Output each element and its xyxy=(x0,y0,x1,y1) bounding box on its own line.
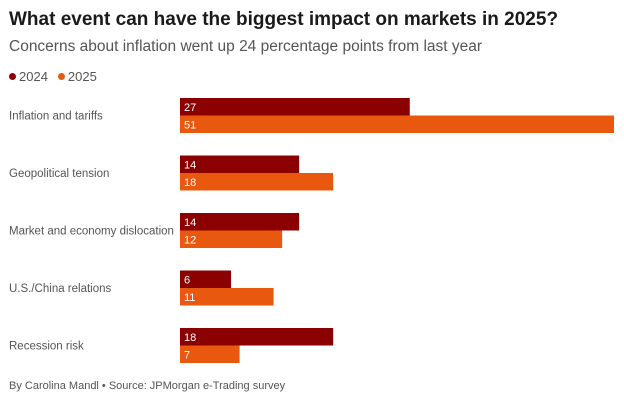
data-label-2025: 7 xyxy=(184,350,190,362)
bar-chart: Inflation and tariffs 27 51 Geopolitical te… xyxy=(9,98,614,363)
data-label-2025: 12 xyxy=(184,235,196,247)
category-label: Market and economy dislocation xyxy=(9,226,174,238)
bar-2025 xyxy=(180,230,283,248)
data-label-2025: 11 xyxy=(184,292,195,304)
category-label: Inflation and tariffs xyxy=(9,111,103,123)
bar-group: U.S./China relations 6 11 xyxy=(9,270,274,306)
legend-item-2025: 2025 xyxy=(57,69,97,84)
category-label: U.S./China relations xyxy=(9,283,112,295)
category-label: Recession risk xyxy=(9,341,84,353)
bar-2024 xyxy=(180,155,300,173)
legend-swatch-2025 xyxy=(57,73,65,80)
data-label-2025: 51 xyxy=(184,120,196,132)
bar-group: Inflation and tariffs 27 51 xyxy=(9,98,614,133)
bar-2025 xyxy=(180,115,614,133)
chart-subtitle: Concerns about inflation went up 24 perc… xyxy=(9,38,483,55)
legend-item-2024: 2024 xyxy=(9,69,48,84)
bar-2024 xyxy=(180,98,410,116)
legend-swatch-2024 xyxy=(9,73,16,80)
category-label: Geopolitical tension xyxy=(9,168,109,180)
bar-group: Market and economy dislocation 14 12 xyxy=(9,213,300,248)
bar-group: Recession risk 18 7 xyxy=(9,328,334,363)
bar-2025 xyxy=(180,345,240,363)
bar-2024 xyxy=(180,328,334,346)
data-label-2024: 14 xyxy=(184,160,196,172)
legend-label-2025: 2025 xyxy=(67,69,97,84)
data-label-2024: 18 xyxy=(184,332,196,344)
bar-2024 xyxy=(180,213,300,231)
data-label-2025: 18 xyxy=(184,177,196,189)
legend: 2024 2025 xyxy=(9,69,97,84)
data-label-2024: 27 xyxy=(184,102,196,114)
bar-group: Geopolitical tension 14 18 xyxy=(9,155,334,191)
data-label-2024: 14 xyxy=(184,217,196,229)
bar-2025 xyxy=(180,173,334,191)
data-label-2024: 6 xyxy=(184,275,190,287)
chart-title: What event can have the biggest impact o… xyxy=(9,9,559,30)
legend-label-2024: 2024 xyxy=(19,69,48,84)
source-note: By Carolina Mandl • Source: JPMorgan e-T… xyxy=(9,380,286,392)
bar-2024 xyxy=(180,270,232,288)
bar-2025 xyxy=(180,288,274,306)
